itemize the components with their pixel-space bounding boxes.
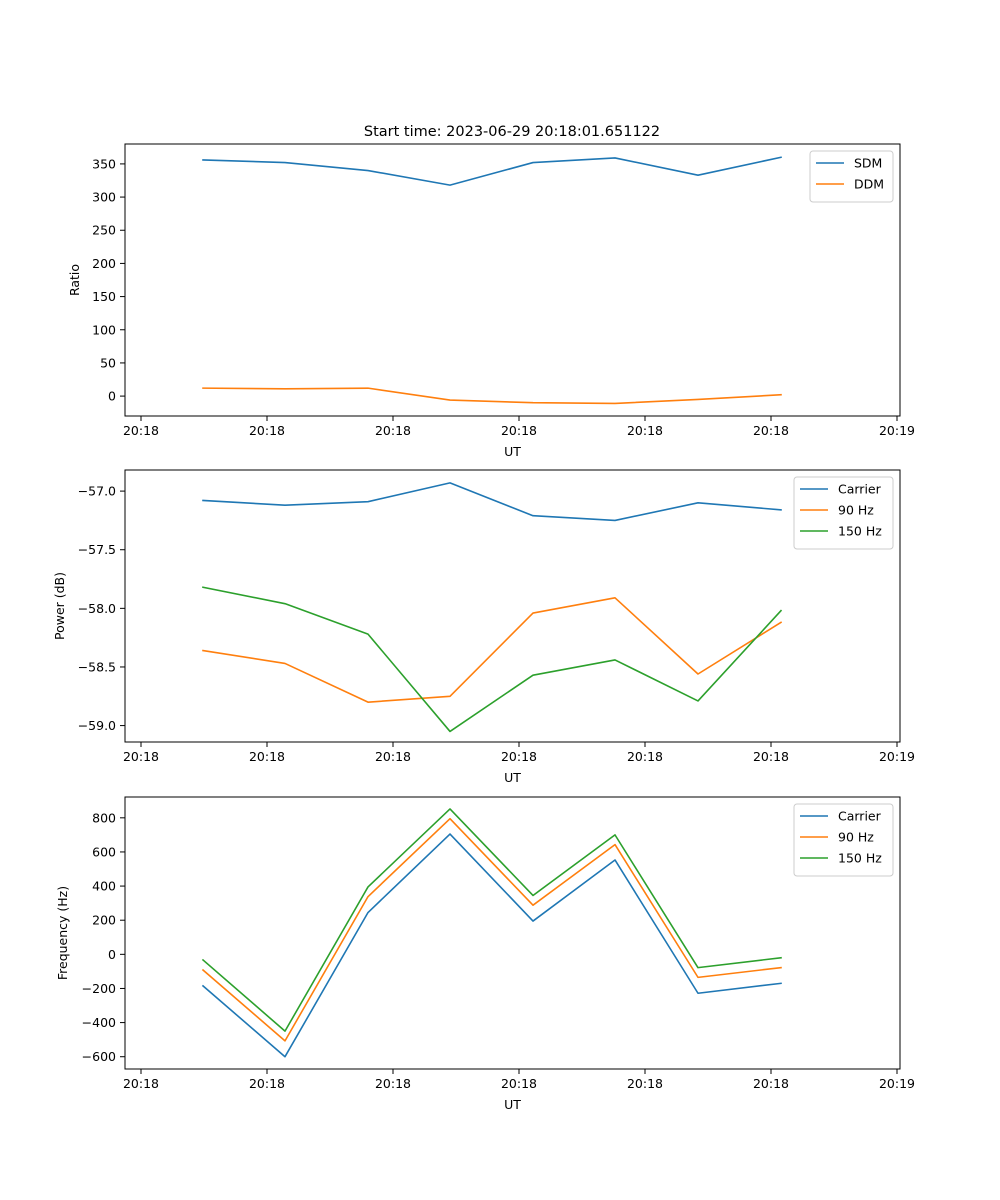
- y-tick-label: 0: [108, 947, 116, 962]
- x-tick-label: 20:18: [753, 749, 789, 764]
- legend-label: Carrier: [838, 809, 882, 824]
- x-tick-label: 20:18: [753, 423, 789, 438]
- legend: Carrier 90 Hz 150 Hz: [793, 476, 894, 550]
- x-tick-label: 20:19: [879, 1076, 915, 1091]
- legend-label: Carrier: [838, 482, 882, 497]
- x-tick-label: 20:18: [627, 423, 663, 438]
- series-line-90-hz: [202, 596, 783, 703]
- legend: Carrier 90 Hz 150 Hz: [793, 803, 894, 877]
- x-tick-label: 20:18: [249, 749, 285, 764]
- series-line-ddm: [202, 387, 782, 405]
- legend-label: DDM: [854, 177, 884, 192]
- x-tick-label: 20:18: [123, 423, 159, 438]
- y-tick-label: 150: [92, 289, 116, 304]
- x-axis-label: UT: [504, 444, 521, 459]
- plot-frame: [124, 143, 901, 417]
- y-axis-label: Frequency (Hz): [55, 886, 70, 980]
- y-tick-label: 250: [92, 223, 116, 238]
- x-tick-label: 20:18: [123, 749, 159, 764]
- x-tick-label: 20:18: [123, 1076, 159, 1091]
- y-tick-label: −400: [82, 1015, 116, 1030]
- y-tick-label: −57.0: [78, 484, 116, 499]
- legend-label: 90 Hz: [838, 830, 874, 845]
- x-tick-label: 20:18: [501, 749, 537, 764]
- x-tick-label: 20:19: [879, 423, 915, 438]
- legend-label: 150 Hz: [838, 524, 882, 539]
- chart-panel-1: 20:18 20:18 20:18 20:18 20:18 20:18 20:19 0 50 10…: [67, 143, 915, 459]
- y-tick-label: 50: [100, 355, 116, 370]
- series-line-150-hz: [202, 586, 783, 733]
- x-tick-label: 20:18: [627, 749, 663, 764]
- y-tick-label: 400: [92, 879, 116, 894]
- series-line-carrier: [201, 833, 782, 1058]
- plot-frame: [124, 796, 901, 1070]
- y-tick-label: −58.5: [78, 659, 116, 674]
- x-tick-label: 20:18: [627, 1076, 663, 1091]
- x-axis-label: UT: [504, 1097, 521, 1112]
- x-tick-label: 20:18: [501, 1076, 537, 1091]
- y-axis-label: Power (dB): [52, 572, 67, 640]
- legend-label: SDM: [854, 156, 882, 171]
- series-line-90-hz: [201, 817, 782, 1042]
- legend-label: 90 Hz: [838, 503, 874, 518]
- y-tick-label: −57.5: [78, 542, 116, 557]
- x-tick-label: 20:18: [753, 1076, 789, 1091]
- x-axis-label: UT: [504, 770, 521, 785]
- y-tick-label: 200: [92, 256, 116, 271]
- series-line-sdm: [202, 156, 782, 186]
- x-tick-label: 20:18: [249, 1076, 285, 1091]
- y-tick-label: −59.0: [78, 718, 116, 733]
- figure-title: Start time: 2023-06-29 20:18:01.651122: [364, 124, 660, 140]
- y-tick-label: 800: [92, 810, 116, 825]
- y-tick-label: 600: [92, 844, 116, 859]
- series-line-carrier: [202, 482, 782, 522]
- series-line-150-hz: [201, 808, 782, 1032]
- x-tick-label: 20:18: [375, 423, 411, 438]
- x-tick-label: 20:18: [375, 1076, 411, 1091]
- legend: SDM DDM: [809, 150, 894, 203]
- y-tick-label: 200: [92, 913, 116, 928]
- x-tick-label: 20:18: [375, 749, 411, 764]
- chart-panel-2: 20:18 20:18 20:18 20:18 20:18 20:18 20:19 −57.0…: [52, 469, 915, 785]
- y-axis-label: Ratio: [67, 264, 82, 296]
- panels: 20:18 20:18 20:18 20:18 20:18 20:18 20:19 0 50 10…: [52, 143, 915, 1112]
- x-tick-label: 20:18: [249, 423, 285, 438]
- y-tick-label: 0: [108, 389, 116, 404]
- plot-frame: [124, 469, 901, 743]
- y-tick-label: 100: [92, 322, 116, 337]
- y-tick-label: −58.0: [78, 601, 116, 616]
- x-tick-label: 20:19: [879, 749, 915, 764]
- y-tick-label: −200: [82, 981, 116, 996]
- y-tick-label: −600: [82, 1049, 116, 1064]
- legend-label: 150 Hz: [838, 851, 882, 866]
- chart-panel-3: 20:18 20:18 20:18 20:18 20:18 20:18 20:19 −600 −…: [55, 796, 915, 1112]
- y-tick-label: 350: [92, 156, 116, 171]
- y-tick-label: 300: [92, 190, 116, 205]
- x-tick-label: 20:18: [501, 423, 537, 438]
